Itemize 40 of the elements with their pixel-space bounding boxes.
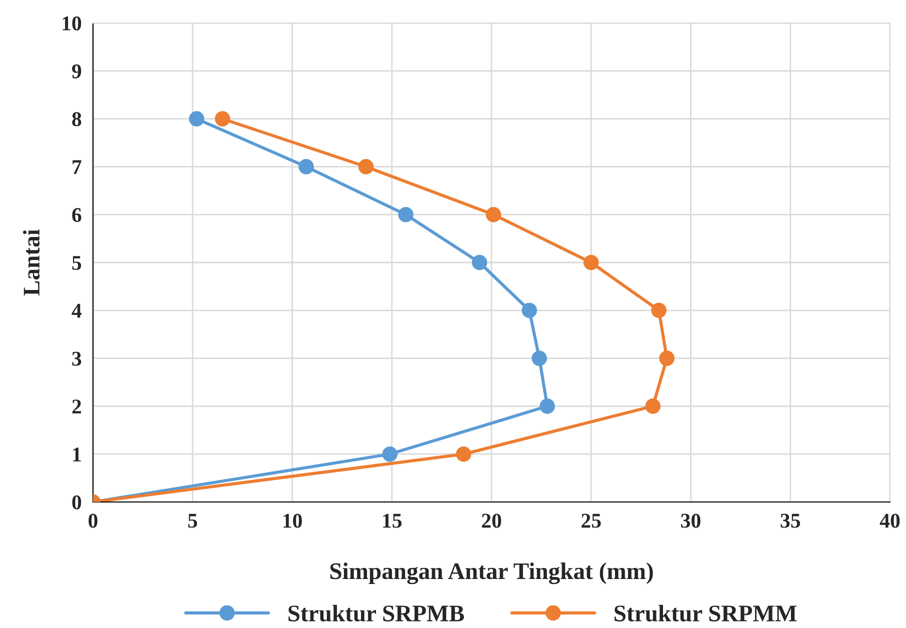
x-tick-label: 25 xyxy=(582,514,601,528)
y-tick-label: 1 xyxy=(73,448,81,462)
point xyxy=(456,446,472,462)
point xyxy=(522,302,537,318)
point xyxy=(583,254,599,270)
y-tick-label: 9 xyxy=(72,64,82,78)
x-tick-label: 35 xyxy=(780,514,800,528)
point xyxy=(651,302,667,318)
x-axis-title: Simpangan Antar Tingkat (mm) xyxy=(330,562,653,584)
point xyxy=(398,206,414,222)
point xyxy=(532,350,547,366)
y-tick-label: 6 xyxy=(72,208,82,222)
y-tick-label: 2 xyxy=(72,400,81,414)
x-tick-label: 0 xyxy=(88,514,98,528)
point xyxy=(486,206,502,222)
point xyxy=(645,398,661,414)
legend-label: Struktur SRPMM xyxy=(614,604,797,622)
point xyxy=(472,254,488,270)
point xyxy=(358,159,374,174)
point xyxy=(188,111,204,126)
x-tick-label: 10 xyxy=(284,514,302,528)
y-tick-label: 10 xyxy=(62,16,82,30)
y-tick-label: 5 xyxy=(72,256,82,270)
point xyxy=(540,398,555,414)
y-tick-label: 8 xyxy=(72,112,82,126)
x-tick-label: 5 xyxy=(188,514,198,528)
point xyxy=(214,111,230,126)
x-tick-label: 30 xyxy=(681,514,700,528)
point xyxy=(659,350,674,366)
legend-label: Struktur SRPMB xyxy=(288,604,464,622)
y-tick-label: 4 xyxy=(72,304,82,318)
y-axis-title: Lantai xyxy=(22,229,40,296)
point xyxy=(298,159,314,174)
y-tick-label: 0 xyxy=(72,495,82,510)
x-tick-label: 20 xyxy=(482,514,502,528)
y-tick-label: 7 xyxy=(72,160,82,174)
y-tick-label: 3 xyxy=(72,352,82,366)
point xyxy=(382,446,398,462)
x-tick-label: 40 xyxy=(880,514,900,528)
x-tick-label: 15 xyxy=(383,514,402,528)
